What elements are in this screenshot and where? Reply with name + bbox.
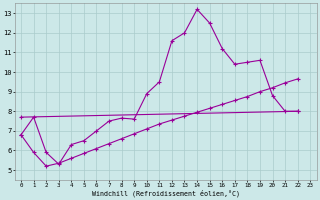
X-axis label: Windchill (Refroidissement éolien,°C): Windchill (Refroidissement éolien,°C) xyxy=(92,189,240,197)
